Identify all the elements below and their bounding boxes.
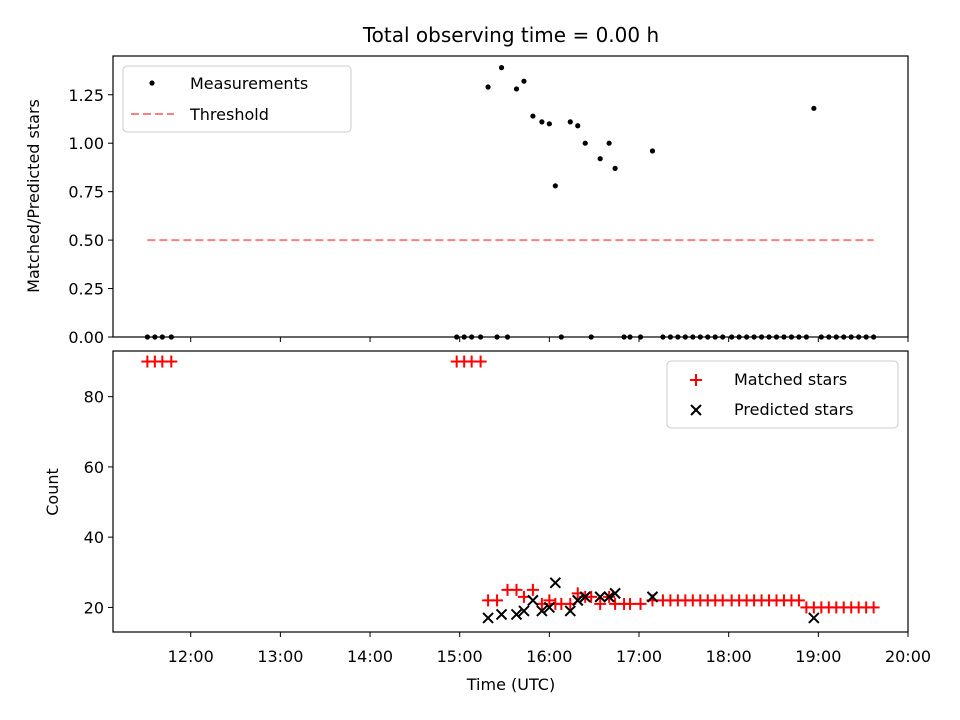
top-axes-frame — [112, 55, 909, 338]
bottom-x-axis-label: Time (UTC) — [466, 675, 555, 694]
measurement-point — [521, 78, 527, 84]
measurement-point — [575, 123, 581, 129]
measurement-point — [597, 156, 603, 162]
measurement-point — [530, 113, 536, 119]
measurement-point — [552, 183, 558, 189]
legend-measurements-label: Measurements — [190, 74, 308, 93]
bottom-x-tick-label: 12:00 — [168, 647, 214, 666]
bottom-y-tick-label: 40 — [84, 528, 104, 547]
matched-star-point — [510, 583, 523, 596]
predicted-star-point — [518, 605, 530, 617]
bottom-y-tick-label: 20 — [84, 598, 104, 617]
predicted-star-point — [527, 594, 539, 607]
bottom-y-tick-label: 60 — [84, 458, 104, 477]
measurement-point — [582, 140, 588, 146]
predicted-star-point — [808, 612, 820, 624]
bottom-x-tick-label: 20:00 — [885, 647, 931, 666]
bottom-y-tick-label: 80 — [84, 388, 104, 407]
matched-star-point — [474, 355, 487, 368]
predicted-star-point — [579, 591, 591, 603]
legend-threshold-label: Threshold — [189, 105, 269, 124]
bottom-y-axis-label: Count — [43, 468, 62, 516]
top-legend-box — [122, 65, 352, 133]
predicted-star-point — [495, 608, 508, 621]
predicted-star-point — [536, 605, 548, 617]
top-axis-ticks: 0.00 0.25 0.50 0.75 1.00 1.25 — [68, 86, 909, 347]
predicted-star-point — [603, 591, 615, 603]
matched-star-point — [792, 594, 805, 607]
bottom-x-tick-label: 19:00 — [795, 647, 841, 666]
bottom-legend: Matched stars Predicted stars — [666, 360, 899, 429]
top-y-tick-label: 0.75 — [68, 183, 104, 202]
measurement-point — [539, 119, 545, 125]
predicted-star-point — [646, 591, 659, 603]
bottom-x-tick-label: 14:00 — [347, 647, 393, 666]
bottom-x-tick-label: 16:00 — [526, 647, 572, 666]
matched-star-point — [165, 355, 178, 368]
measurement-point — [498, 65, 505, 71]
predicted-star-point — [510, 608, 523, 621]
chart-title: Total observing time = 0.00 h — [362, 23, 659, 47]
measurement-point — [811, 105, 817, 111]
legend-measurements-marker — [149, 80, 155, 86]
measurement-point — [567, 119, 573, 125]
bottom-plot-marks — [141, 355, 880, 624]
bottom-panel: 20 40 60 80 12:00 13:00 14:00 15:00 16:00 17:00 18… — [43, 350, 931, 694]
matched-star-point — [594, 597, 607, 610]
measurement-point — [606, 140, 612, 146]
predicted-star-point — [564, 605, 576, 617]
matched-star-point — [526, 583, 539, 596]
legend-predicted-label: Predicted stars — [734, 400, 854, 419]
top-y-tick-label: 0.00 — [68, 328, 104, 347]
matched-star-point — [517, 590, 530, 603]
bottom-x-tick-label: 17:00 — [616, 647, 662, 666]
measurement-point — [612, 165, 618, 171]
legend-matched-marker — [690, 374, 702, 386]
matched-star-point — [491, 594, 504, 607]
top-panel: Total observing time = 0.00 h 0.000.250.… — [24, 23, 909, 347]
top-y-axis-label: Matched/Predicted stars — [24, 99, 43, 293]
matched-star-point — [624, 597, 637, 610]
matched-star-point — [634, 597, 647, 610]
legend-matched-label: Matched stars — [734, 370, 847, 389]
bottom-x-tick-label: 15:00 — [437, 647, 483, 666]
top-legend: Measurements Threshold — [122, 65, 352, 133]
bottom-x-tick-label: 18:00 — [706, 647, 752, 666]
measurement-point — [546, 121, 552, 127]
measurement-point — [649, 148, 656, 154]
top-y-tick-label: 1.00 — [68, 134, 104, 153]
bottom-axis-ticks: 20 40 60 80 12:00 13:00 14:00 15:00 16:00 17:00 18… — [84, 388, 931, 666]
predicted-star-point — [572, 594, 584, 607]
predicted-star-point — [482, 612, 494, 624]
matched-star-point — [867, 601, 880, 614]
measurement-point — [485, 84, 491, 90]
predicted-star-point — [609, 587, 621, 600]
measurement-point — [513, 86, 520, 92]
predicted-star-point — [543, 601, 556, 614]
top-y-tick-label: 0.50 — [68, 231, 104, 250]
bottom-axes-frame — [112, 350, 909, 633]
predicted-star-point — [594, 591, 606, 603]
matched-star-point — [585, 590, 598, 603]
top-y-tick-label: 1.25 — [68, 86, 104, 105]
top-y-tick-label: 0.25 — [68, 280, 104, 299]
bottom-legend-box — [666, 360, 899, 429]
predicted-star-point — [549, 577, 562, 589]
bottom-x-tick-label: 13:00 — [257, 647, 303, 666]
legend-predicted-marker — [690, 404, 702, 416]
